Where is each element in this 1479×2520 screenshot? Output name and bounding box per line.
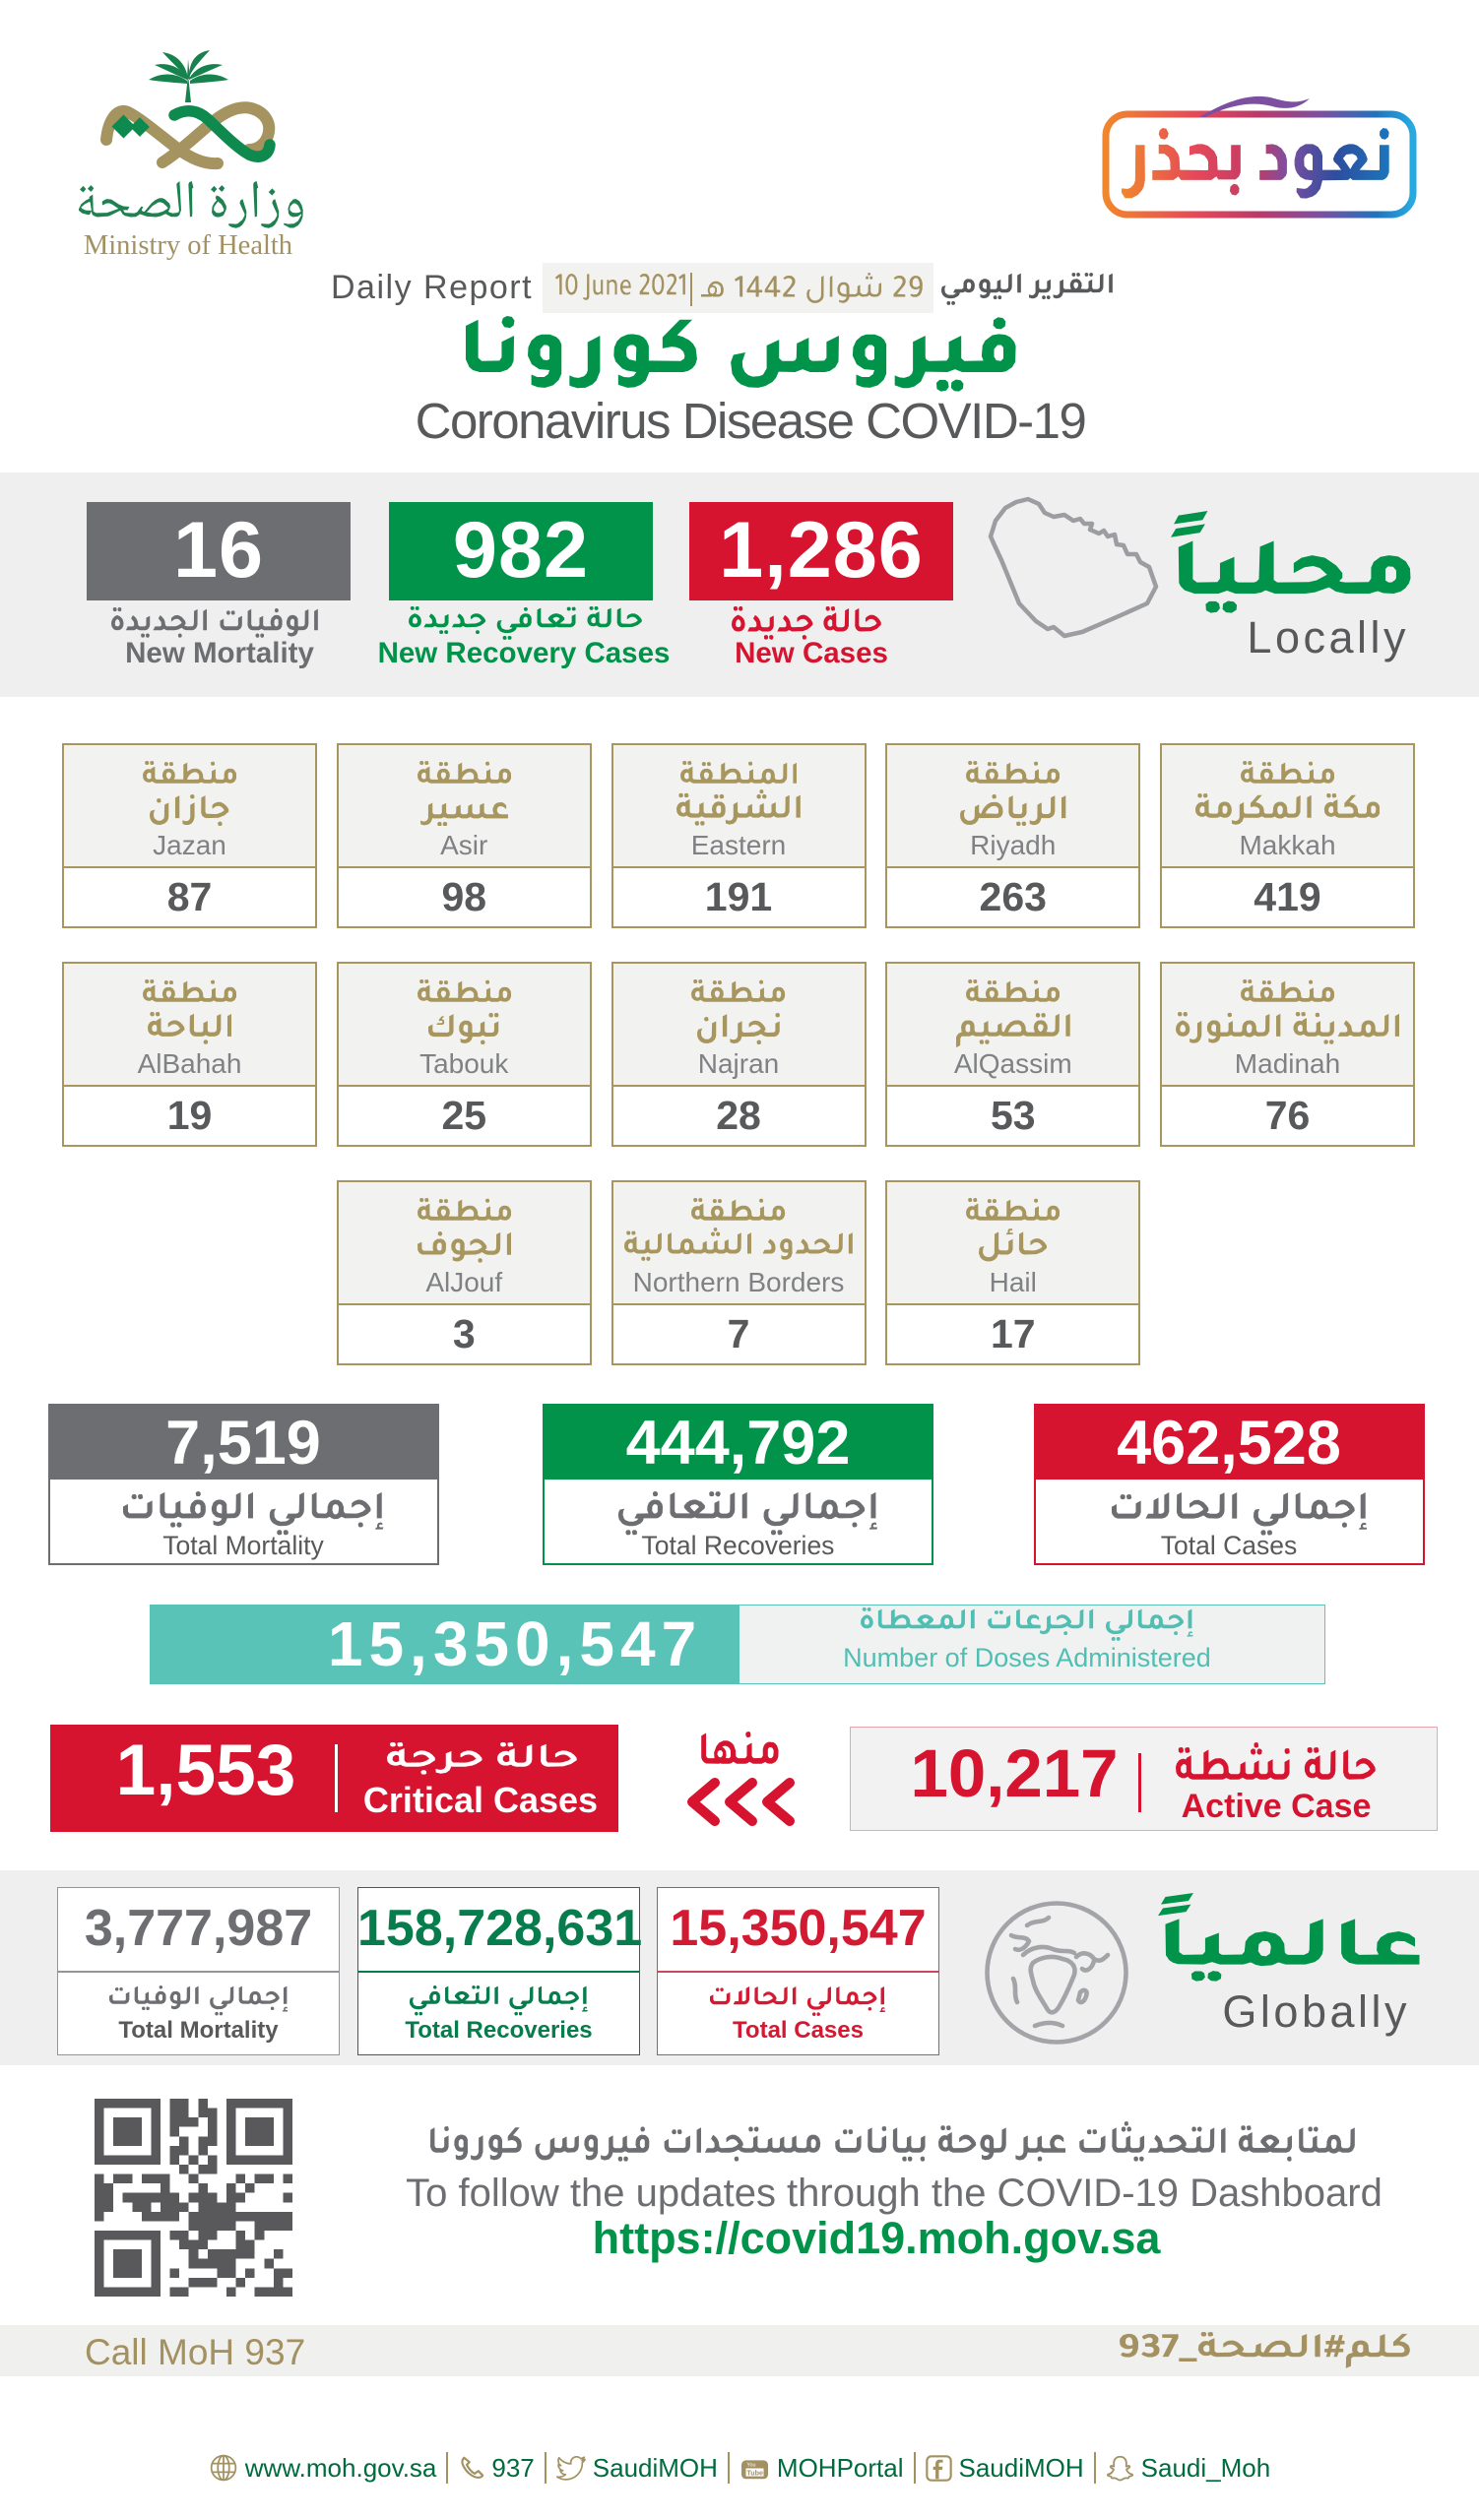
svg-text:You: You: [746, 2462, 755, 2468]
svg-text:Tube: Tube: [746, 2468, 763, 2477]
